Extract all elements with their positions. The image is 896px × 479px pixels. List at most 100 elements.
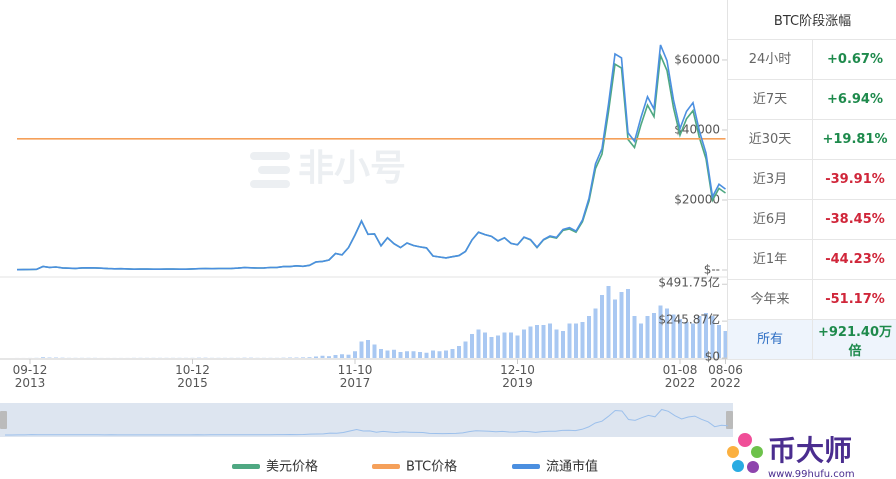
volume-bar [652,313,656,358]
table-row: 所有 +921.40万倍 [728,320,896,360]
volume-bar [353,351,357,358]
row-label: 近3月 [728,160,813,199]
x-tick-label: 11-10 2017 [337,363,373,390]
volume-tick-label: $491.75亿 [658,275,720,290]
y-tick-label: $-- [704,263,720,277]
navigator-handle[interactable] [0,411,7,429]
row-value: +19.81% [822,132,888,147]
volume-bar [554,329,559,358]
volume-bar [372,344,377,358]
volume-bar [691,323,695,358]
volume-bar [665,308,669,358]
volume-bar [535,325,539,358]
navigator [0,403,733,437]
legend-label: BTC价格 [406,459,457,475]
legend-label: 流通市值 [546,459,598,475]
volume-bar [710,316,715,358]
volume-bar [379,349,383,358]
volume-bar [561,331,565,358]
row-label: 近30天 [728,120,813,159]
table-title: BTC阶段涨幅 [728,0,896,40]
volume-bar [366,340,370,358]
x-tick-label: 09-12 2013 [12,363,48,390]
volume-bar [658,305,663,358]
volume-bar [548,323,552,358]
volume-bar [593,308,598,358]
table-row: 近1年 -44.23% [728,240,896,280]
volume-bar [437,351,442,358]
row-value: -51.17% [825,292,885,307]
volume-bar [567,323,572,358]
volume-bar [398,352,403,358]
volume-bar [476,329,481,358]
table-row: 近30天 +19.81% [728,120,896,160]
volume-bar [457,346,461,358]
watermark: 非小号 [298,148,406,189]
volume-bar [632,316,637,358]
volume-bar [528,326,533,358]
volume-bar [502,332,507,358]
row-label: 今年来 [728,280,813,319]
volume-bar [541,325,546,358]
navigator-handle[interactable] [726,411,733,429]
volume-bar [613,299,617,358]
volume-bar [515,335,520,358]
volume-bar [671,314,676,358]
watermark-icon [250,152,290,188]
volume-bar [704,313,708,358]
y-tick-label: $60000 [674,52,720,66]
row-value: +6.94% [827,92,883,107]
row-label: 所有 [728,320,813,359]
volume-bar [346,354,351,358]
volume-bar [320,355,325,358]
volume-bar [489,337,494,358]
legend-swatch [232,464,260,469]
volume-bar [444,350,448,358]
volume-bar [463,341,468,358]
logo-url: www.99hufu.com [768,469,855,479]
volume-bar [496,335,500,358]
volume-bar [509,332,513,358]
volume-bar [333,355,338,358]
volume-bar [723,331,728,358]
volume-bar [717,325,721,358]
volume-bar [626,289,630,358]
legend-label: 美元价格 [266,459,318,475]
x-tick-label: 12-10 2019 [500,363,535,390]
logo-icon [727,433,763,473]
volume-bar [639,323,643,358]
volume-bar [307,357,312,358]
row-label: 近1年 [728,240,813,279]
volume-bar [678,319,682,358]
volume-bar [574,323,578,358]
table-row: 近7天 +6.94% [728,80,896,120]
table-row: 今年来 -51.17% [728,280,896,320]
row-value: -39.91% [825,172,885,187]
volume-bar [405,351,409,358]
volume-bar [522,329,526,358]
row-value: -44.23% [825,252,885,267]
volume-bar [580,322,585,358]
volume-bar [411,351,416,358]
volume-bar [327,356,331,358]
range-table: BTC阶段涨幅 24小时 +0.67% 近7天 +6.94% 近30天 +19.81% 近3月… [727,0,896,360]
x-tick-label: 08-06 2022 [708,363,743,390]
line [16,44,726,271]
table-row: 24小时 +0.67% [728,40,896,80]
volume-bar [431,350,435,358]
volume-bar [314,356,318,358]
volume-bar [301,357,305,358]
volume-bar [619,292,624,358]
row-value: +921.40万倍 [817,324,893,359]
row-label: 近7天 [728,80,813,119]
legend-swatch [372,464,400,469]
row-value: +0.67% [827,52,883,67]
y-tick-label: $20000 [674,192,720,206]
volume-bar [600,295,604,358]
volume-bar [392,349,396,358]
table-row: 近3月 -39.91% [728,160,896,200]
navigator-line [5,408,729,436]
volume-bar [587,316,591,358]
table-row: 近6月 -38.45% [728,200,896,240]
